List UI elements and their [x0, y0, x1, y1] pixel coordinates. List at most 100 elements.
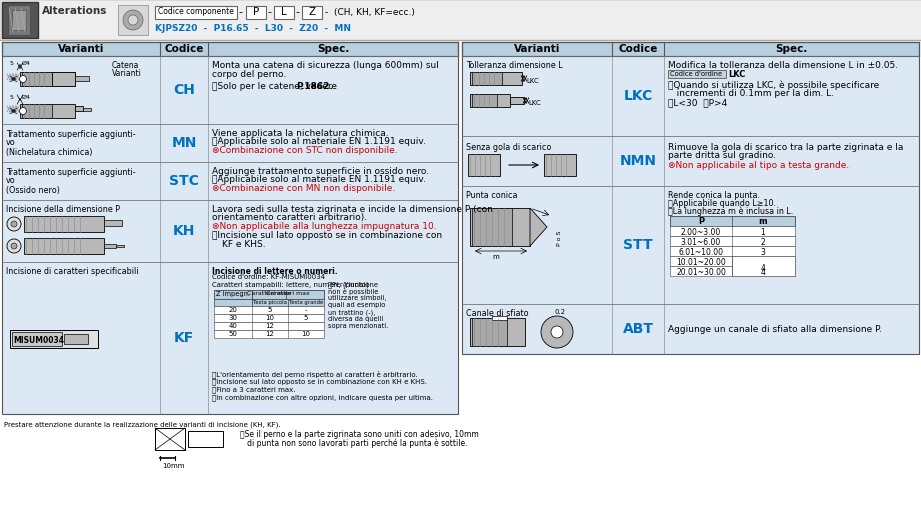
Text: Z Impegn.: Z Impegn. — [216, 291, 250, 297]
Text: STT: STT — [624, 238, 653, 252]
Text: Viene applicata la nichelatura chimica.: Viene applicata la nichelatura chimica. — [212, 129, 389, 138]
Text: ⊗Combinazione con MN non disponibile.: ⊗Combinazione con MN non disponibile. — [212, 184, 395, 193]
Text: Canale di sfiato: Canale di sfiato — [466, 309, 529, 318]
Bar — [670, 266, 795, 276]
Bar — [544, 154, 576, 176]
Text: MISUM0034: MISUM0034 — [13, 336, 64, 345]
Bar — [214, 330, 324, 338]
Text: CH: CH — [173, 83, 195, 97]
Text: P.1862.: P.1862. — [296, 82, 332, 91]
Circle shape — [551, 326, 563, 338]
Text: P: P — [698, 217, 704, 226]
Bar — [8, 5, 30, 35]
Text: ⓘLa lunghezza m è inclusa in L.: ⓘLa lunghezza m è inclusa in L. — [668, 207, 793, 216]
Text: LKC: LKC — [526, 78, 539, 84]
Text: ⓘL<30  ⓘP>4: ⓘL<30 ⓘP>4 — [668, 98, 728, 107]
Text: (Nichelatura chimica): (Nichelatura chimica) — [6, 148, 92, 157]
Text: ⓘPer l'incisione: ⓘPer l'incisione — [328, 281, 378, 288]
Text: 5: 5 — [10, 61, 14, 66]
Text: 5: 5 — [304, 315, 309, 321]
Bar — [188, 431, 223, 447]
Text: Codice componente: Codice componente — [158, 7, 234, 16]
Text: Trattamento superficie aggiunti-: Trattamento superficie aggiunti- — [6, 130, 135, 139]
Bar — [104, 220, 122, 226]
Bar — [12, 332, 62, 346]
Text: Z: Z — [309, 7, 316, 17]
Bar — [670, 226, 795, 236]
Bar — [214, 322, 324, 330]
Text: Incisione di caratteri specificabili: Incisione di caratteri specificabili — [6, 267, 138, 276]
Text: Incisione di lettere o numeri.: Incisione di lettere o numeri. — [212, 267, 338, 276]
Text: corpo del perno.: corpo del perno. — [212, 70, 286, 79]
Text: Rende conica la punta.: Rende conica la punta. — [668, 191, 760, 200]
Bar — [214, 290, 324, 299]
Text: incrementi di 0.1mm per la dim. L.: incrementi di 0.1mm per la dim. L. — [668, 89, 834, 98]
Circle shape — [7, 217, 21, 231]
Text: vo: vo — [6, 176, 16, 185]
Bar — [302, 6, 322, 19]
Bar — [470, 94, 510, 107]
Bar — [2, 56, 458, 124]
Text: 5: 5 — [268, 307, 273, 313]
Text: STC: STC — [169, 174, 199, 188]
Text: Punta conica: Punta conica — [466, 191, 518, 200]
Text: 1: 1 — [761, 228, 765, 237]
Text: utilizzare simboli,: utilizzare simboli, — [328, 295, 387, 301]
Bar — [104, 244, 116, 248]
Text: ⓘQuando si utilizza LKC, è possibile specificare: ⓘQuando si utilizza LKC, è possibile spe… — [668, 81, 880, 90]
Bar — [2, 42, 458, 56]
Text: Varianti: Varianti — [58, 44, 104, 54]
Bar — [670, 246, 795, 256]
Circle shape — [19, 76, 27, 82]
Bar — [246, 6, 266, 19]
Bar — [462, 136, 919, 186]
Bar — [468, 154, 500, 176]
Text: MN: MN — [171, 136, 197, 150]
Text: 10.01~20.00: 10.01~20.00 — [676, 258, 726, 267]
Bar — [155, 6, 237, 19]
Text: 12: 12 — [265, 323, 274, 329]
Bar — [252, 299, 324, 306]
Text: 0.2: 0.2 — [554, 309, 565, 315]
Text: ⓘFino a 3 caratteri max.: ⓘFino a 3 caratteri max. — [212, 386, 296, 393]
Text: Alterations: Alterations — [42, 6, 108, 16]
Bar — [492, 316, 507, 320]
Text: ⓘApplicabile solo al materiale EN 1.1191 equiv.: ⓘApplicabile solo al materiale EN 1.1191… — [212, 175, 426, 184]
Bar — [462, 186, 919, 304]
Text: ⓘL'orientamento del perno rispetto ai caratteri è arbitrario.: ⓘL'orientamento del perno rispetto ai ca… — [212, 370, 418, 377]
Text: Spec.: Spec. — [317, 44, 349, 54]
Text: -  (CH, KH, KF=ecc.): - (CH, KH, KF=ecc.) — [325, 8, 414, 16]
Text: 10mm: 10mm — [162, 463, 184, 469]
Text: Codice d'ordine: KF-MISUMI0034: Codice d'ordine: KF-MISUMI0034 — [212, 274, 325, 280]
Bar — [2, 124, 458, 162]
Bar — [472, 318, 507, 346]
Text: P: P — [253, 7, 259, 17]
Circle shape — [11, 243, 17, 249]
Bar — [462, 42, 919, 56]
Text: Prestare attenzione durante la realizzazione delle varianti di incisione (KH, KF: Prestare attenzione durante la realizzaz… — [4, 422, 281, 429]
Circle shape — [128, 15, 138, 25]
Text: 50: 50 — [228, 331, 238, 337]
Text: Lavora sedi sulla testa zigrinata e incide la dimensione P (con: Lavora sedi sulla testa zigrinata e inci… — [212, 205, 493, 214]
Bar — [10, 330, 98, 348]
Bar — [252, 290, 324, 299]
Text: un trattino (-),: un trattino (-), — [328, 309, 375, 315]
Text: Tolleranza dimensione L: Tolleranza dimensione L — [466, 61, 563, 70]
Bar — [118, 5, 148, 35]
Text: Senza gola di scarico: Senza gola di scarico — [466, 143, 552, 152]
Text: 3: 3 — [761, 248, 765, 257]
Text: ⓘIn combinazione con altre opzioni, indicare questa per ultima.: ⓘIn combinazione con altre opzioni, indi… — [212, 394, 433, 401]
Bar — [75, 76, 89, 81]
Bar — [155, 428, 185, 450]
Text: 40: 40 — [228, 323, 238, 329]
Text: Modifica la tolleranza della dimensione L in ±0.05.: Modifica la tolleranza della dimensione … — [668, 61, 898, 70]
Text: di punta non sono lavorati parti perché la punta è sottile.: di punta non sono lavorati parti perché … — [240, 439, 468, 449]
Text: 2.00~3.00: 2.00~3.00 — [681, 228, 721, 237]
Text: Incisione della dimensione P: Incisione della dimensione P — [6, 205, 120, 214]
Text: 4: 4 — [761, 268, 765, 277]
Text: vo: vo — [6, 138, 16, 147]
Bar — [83, 108, 91, 111]
Bar — [472, 208, 512, 246]
Text: KF e KHS.: KF e KHS. — [222, 240, 265, 249]
Text: 2: 2 — [761, 238, 765, 247]
